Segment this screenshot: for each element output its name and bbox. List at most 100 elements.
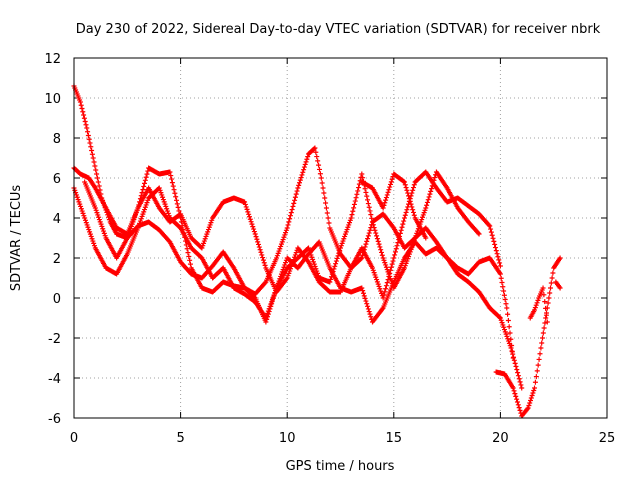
data-point <box>423 235 429 241</box>
data-point <box>399 224 405 230</box>
data-point <box>501 324 507 330</box>
data-point <box>346 222 352 228</box>
data-point <box>387 270 393 276</box>
data-point <box>377 286 383 292</box>
data-point <box>401 265 407 271</box>
data-point <box>186 253 192 259</box>
data-point <box>91 159 97 165</box>
data-point <box>142 207 148 213</box>
data-point <box>319 180 325 186</box>
data-point <box>529 393 535 398</box>
data-point <box>274 255 280 261</box>
data-point <box>540 285 546 291</box>
data-point <box>502 329 508 335</box>
data-point <box>403 209 409 215</box>
data-point <box>95 179 101 185</box>
data-point <box>402 212 408 218</box>
data-point <box>335 253 341 259</box>
data-point <box>354 191 360 197</box>
data-point <box>398 227 404 233</box>
data-point <box>309 254 315 260</box>
data-point <box>497 263 503 269</box>
data-point <box>98 221 104 227</box>
data-point <box>369 215 375 221</box>
data-point <box>327 279 333 285</box>
data-point <box>278 241 284 247</box>
data-point <box>422 207 428 213</box>
data-point <box>426 194 432 200</box>
data-point <box>172 190 178 196</box>
data-point <box>288 263 294 269</box>
data-point <box>283 260 289 266</box>
data-point <box>323 200 329 206</box>
y-tick-label: 6 <box>53 172 61 187</box>
data-point <box>184 246 190 252</box>
data-point <box>128 223 134 229</box>
data-point <box>530 390 536 396</box>
data-point <box>82 215 88 221</box>
data-point <box>503 301 509 307</box>
data-point <box>334 255 340 261</box>
data-point <box>519 385 525 391</box>
data-point <box>274 253 280 259</box>
data-point <box>318 175 324 181</box>
data-point <box>328 276 334 282</box>
data-point <box>365 236 371 242</box>
data-point <box>85 224 91 230</box>
x-tick-label: 15 <box>386 431 403 446</box>
x-tick-label: 5 <box>176 431 184 446</box>
data-point <box>209 217 215 223</box>
data-point <box>292 197 298 203</box>
data-point <box>540 330 546 336</box>
data-point <box>506 338 512 344</box>
data-point <box>132 214 138 220</box>
data-point <box>406 253 412 259</box>
data-point <box>367 208 373 214</box>
data-point <box>406 193 412 199</box>
data-point <box>325 215 331 221</box>
data-point <box>277 246 283 252</box>
data-point <box>405 256 411 262</box>
data-point <box>366 309 372 315</box>
data-point <box>355 188 361 194</box>
data-point <box>510 385 516 391</box>
data-point <box>376 283 382 289</box>
data-point <box>424 199 430 205</box>
data-point <box>282 262 288 268</box>
data-point <box>348 215 354 221</box>
data-point <box>99 223 105 229</box>
data-point <box>316 166 322 172</box>
data-point <box>510 351 516 357</box>
data-point <box>476 231 482 237</box>
data-point <box>403 260 409 266</box>
data-point <box>557 255 563 261</box>
data-point <box>410 209 416 215</box>
data-point <box>525 405 531 411</box>
data-point <box>538 345 544 351</box>
data-point <box>313 149 319 155</box>
data-point <box>360 175 366 181</box>
data-point <box>201 240 207 246</box>
data-point <box>80 109 86 115</box>
data-point <box>243 204 249 210</box>
data-point <box>142 180 148 186</box>
data-point <box>386 273 392 279</box>
data-point <box>420 212 426 218</box>
data-point <box>528 395 534 401</box>
y-tick-label: 8 <box>53 132 61 147</box>
data-point <box>378 247 384 253</box>
axis-ticks: 0 5 10 15 20 25 -6 -4 -2 0 2 4 6 8 10 12 <box>44 52 615 446</box>
data-point <box>246 214 252 220</box>
data-point <box>96 217 102 223</box>
data-point <box>268 301 274 307</box>
data-point <box>83 122 89 128</box>
data-point <box>338 243 344 249</box>
data-point <box>540 335 546 341</box>
data-point <box>164 206 170 212</box>
data-point <box>506 324 512 330</box>
data-point <box>427 191 433 197</box>
data-point <box>404 258 410 264</box>
data-point <box>511 354 517 360</box>
data-point <box>141 183 147 189</box>
data-point <box>502 327 507 333</box>
